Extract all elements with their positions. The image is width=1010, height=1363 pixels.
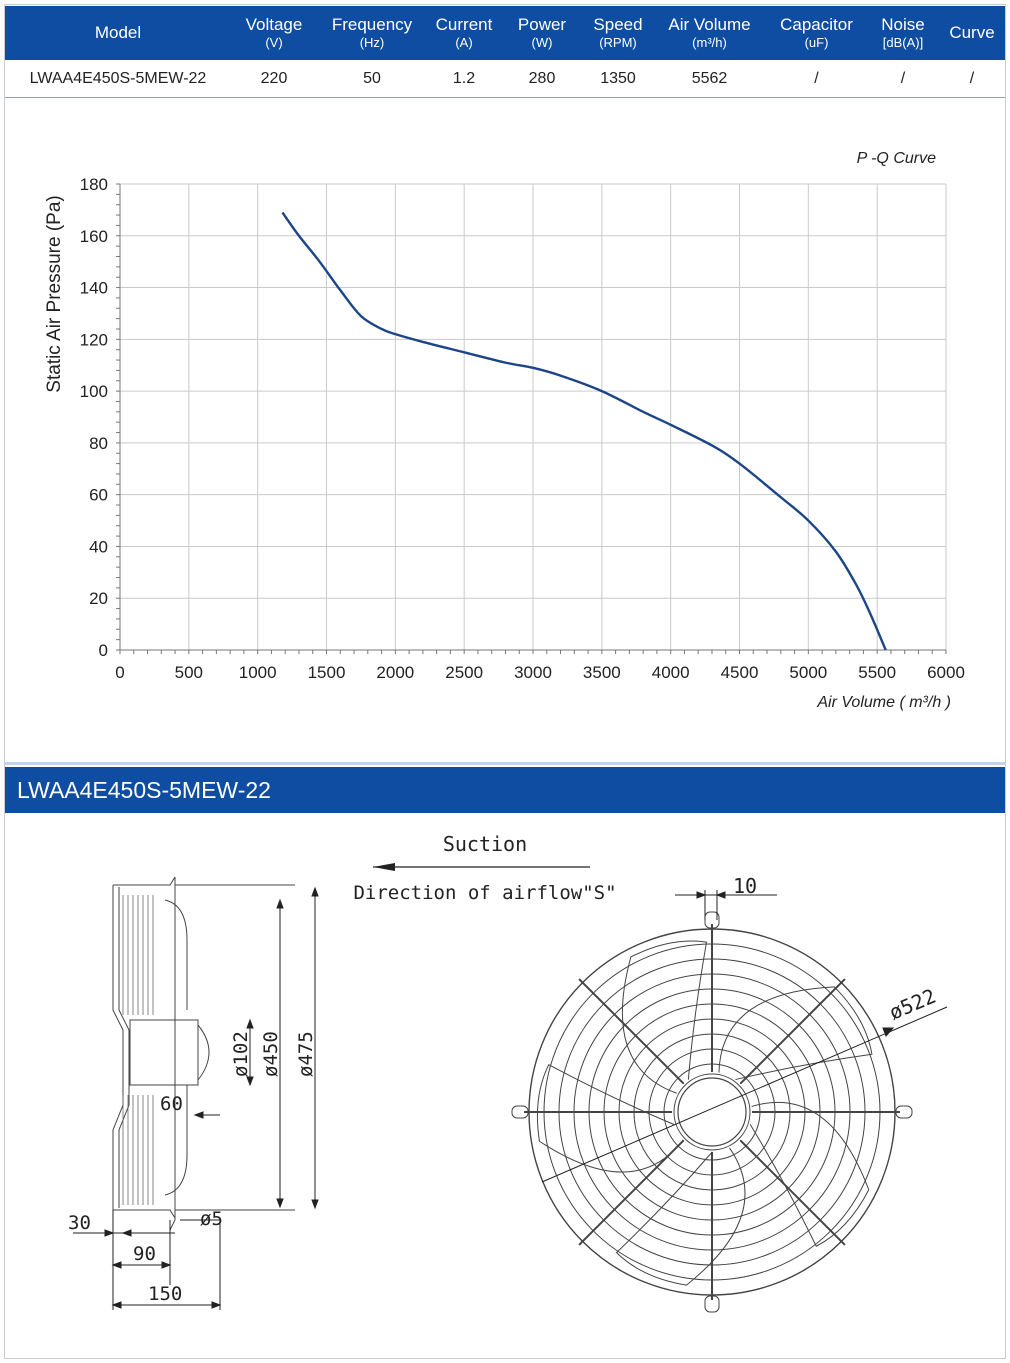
y-tick-label: 60 bbox=[89, 486, 108, 505]
y-tick-label: 180 bbox=[80, 175, 108, 194]
side-dimensions bbox=[73, 886, 319, 1310]
mount-tab bbox=[895, 1105, 913, 1119]
airflow-direction-label: Direction of airflow"S" bbox=[353, 882, 616, 904]
header-voltage: Voltage (V) bbox=[245, 15, 303, 51]
header-current: Current (A) bbox=[435, 15, 493, 51]
x-tick-label: 6000 bbox=[927, 663, 965, 682]
cell-power: 280 bbox=[528, 69, 556, 87]
side-dimension-labels: ø102 ø450 ø475 60 ø5 30 90 150 bbox=[68, 1031, 317, 1305]
suction-label: Suction bbox=[443, 832, 527, 856]
y-axis-label: Static Air Pressure (Pa) bbox=[44, 195, 65, 392]
header-noise: Noise [dB(A)] bbox=[881, 15, 925, 51]
x-tick-label: 0 bbox=[115, 663, 124, 682]
header-capacitor: Capacitor (uF) bbox=[780, 15, 853, 51]
cell-curve: / bbox=[969, 69, 975, 87]
x-tick-label: 5000 bbox=[789, 663, 827, 682]
dim-30: 30 bbox=[68, 1212, 91, 1234]
cell-speed: 1350 bbox=[600, 69, 636, 87]
x-tick-label: 2000 bbox=[376, 663, 414, 682]
mount-tab bbox=[704, 1295, 720, 1313]
cell-noise: / bbox=[900, 69, 906, 87]
fan-blade bbox=[536, 1064, 684, 1173]
airflow-annotation: Suction Direction of airflow"S" bbox=[353, 832, 616, 904]
guard-spoke bbox=[739, 978, 846, 1085]
drawing-model-title: LWAA4E450S-5MEW-22 bbox=[5, 767, 1005, 813]
header-power: Power (W) bbox=[517, 15, 567, 51]
dim-10: 10 bbox=[733, 874, 757, 898]
dim-150: 150 bbox=[148, 1283, 182, 1305]
mount-tab bbox=[511, 1105, 529, 1119]
guard-spoke bbox=[578, 978, 685, 1085]
y-tick-label: 20 bbox=[89, 589, 108, 608]
chart-title: P -Q Curve bbox=[857, 150, 937, 167]
chart-grid bbox=[119, 183, 947, 651]
header-curve: Curve bbox=[949, 23, 995, 43]
header-speed: Speed (RPM) bbox=[593, 15, 643, 51]
dim-d5: ø5 bbox=[200, 1208, 223, 1230]
cell-capacitor: / bbox=[814, 69, 819, 87]
y-tick-label: 160 bbox=[80, 227, 108, 246]
fan-blade bbox=[621, 940, 708, 1094]
fan-blade bbox=[615, 1147, 746, 1286]
header-model: Model bbox=[94, 23, 142, 43]
pq-curve-line bbox=[281, 211, 887, 651]
x-tick-label: 2500 bbox=[445, 663, 483, 682]
y-tick-label: 140 bbox=[80, 279, 108, 298]
x-tick-label: 3500 bbox=[583, 663, 621, 682]
guard-spoke bbox=[739, 1139, 846, 1246]
y-tick-label: 100 bbox=[80, 382, 108, 401]
front-view-guard bbox=[511, 911, 913, 1313]
dim-d450: ø450 bbox=[260, 1031, 282, 1077]
page-frame bbox=[4, 4, 1006, 1359]
front-dimensions bbox=[541, 890, 948, 1183]
cell-voltage: 220 bbox=[260, 69, 288, 87]
side-fins bbox=[122, 895, 154, 1205]
x-tick-label: 4000 bbox=[652, 663, 690, 682]
y-tick-label: 80 bbox=[89, 434, 108, 453]
spec-table-row: LWAA4E450S-5MEW-22 220 50 1.2 280 1350 5… bbox=[5, 60, 1005, 98]
dim-d475: ø475 bbox=[295, 1031, 317, 1077]
fan-blade bbox=[749, 1102, 870, 1247]
x-tick-label: 500 bbox=[175, 663, 203, 682]
spec-table-header: Model Voltage (V) Frequency (Hz) Current (A… bbox=[5, 6, 1005, 60]
x-tick-label: 1500 bbox=[308, 663, 346, 682]
fan-blade bbox=[718, 986, 873, 1081]
dimension-drawing: ø102 ø450 ø475 60 ø5 30 90 150 Suction D… bbox=[68, 832, 948, 1313]
y-tick-label: 40 bbox=[89, 537, 108, 556]
dim-90: 90 bbox=[133, 1243, 156, 1265]
header-frequency: Frequency (Hz) bbox=[331, 15, 413, 51]
x-tick-label: 5500 bbox=[858, 663, 896, 682]
chart-axes bbox=[116, 183, 947, 654]
y-tick-label: 120 bbox=[80, 330, 108, 349]
y-tick-label: 0 bbox=[99, 641, 108, 660]
dim-d102: ø102 bbox=[230, 1031, 252, 1077]
chart-tick-labels: 0 500 1000 1500 2000 2500 3000 3500 4000 4500 5000… bbox=[80, 175, 965, 682]
cell-current: 1.2 bbox=[452, 69, 476, 87]
cell-model: LWAA4E450S-5MEW-22 bbox=[29, 69, 207, 87]
dim-d522: ø522 bbox=[886, 984, 940, 1025]
header-air-volume: Air Volume (m³/h) bbox=[668, 15, 751, 51]
cell-air-volume: 5562 bbox=[691, 69, 728, 87]
airflow-arrow-head bbox=[373, 863, 395, 871]
x-tick-label: 1000 bbox=[239, 663, 277, 682]
x-axis-label: Air Volume ( m³/h ) bbox=[816, 694, 951, 711]
x-tick-label: 4500 bbox=[721, 663, 759, 682]
section-separator bbox=[5, 762, 1005, 765]
pq-chart: 0 500 1000 1500 2000 2500 3000 3500 4000 4500 5000… bbox=[44, 150, 965, 711]
guard-ring bbox=[673, 1073, 751, 1151]
x-tick-label: 3000 bbox=[514, 663, 552, 682]
cell-frequency: 50 bbox=[363, 69, 381, 87]
hub bbox=[677, 1077, 747, 1147]
dim-60: 60 bbox=[160, 1093, 183, 1115]
side-view bbox=[112, 876, 295, 1231]
